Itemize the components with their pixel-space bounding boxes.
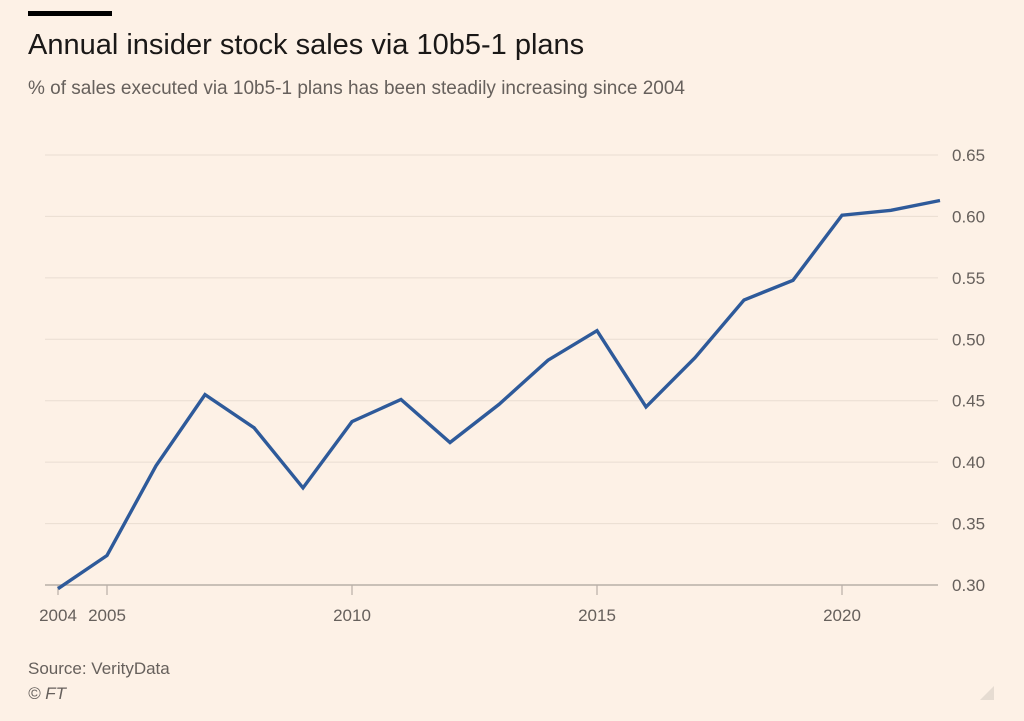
series [57,198,942,591]
chart-title: Annual insider stock sales via 10b5-1 pl… [28,29,585,61]
chart-subtitle: % of sales executed via 10b5-1 plans has… [28,78,685,99]
data-point [547,359,550,362]
data-point [106,554,109,557]
data-point [204,393,207,396]
data-point [743,298,746,301]
y-tick-label: 0.30 [952,576,985,595]
data-point [498,403,501,406]
y-tick-label: 0.55 [952,269,985,288]
data-point [253,426,256,429]
tick-labels: 0.30 0.35 0.40 0.45 0.50 0.55 0.60 0.65 2004 2005… [39,146,985,625]
gridlines [45,154,938,525]
x-tick-label: 2005 [88,606,126,625]
data-point [351,420,354,423]
data-point [400,398,403,401]
series-line [57,198,941,591]
resize-grip-icon[interactable] [979,685,995,701]
x-tick-label: 2010 [333,606,371,625]
data-point [645,405,648,408]
y-tick-label: 0.45 [952,392,985,411]
data-point [841,214,844,217]
data-point [155,464,158,467]
source-note: Source: VerityData [28,659,170,678]
brand-top-bar [28,11,112,16]
y-tick-label: 0.65 [952,146,985,165]
x-tick-label: 2020 [823,606,861,625]
data-point [302,486,305,489]
data-point [939,199,942,202]
y-tick-label: 0.50 [952,330,985,349]
axes [45,584,938,595]
y-tick-label: 0.40 [952,453,985,472]
x-tick-label: 2015 [578,606,616,625]
data-point [596,329,599,332]
data-point [890,209,893,212]
data-point [694,356,697,359]
data-point [792,279,795,282]
data-point [57,587,60,590]
data-point [449,441,452,444]
y-tick-label: 0.60 [952,207,985,226]
y-tick-label: 0.35 [952,515,985,534]
copyright-note: © FT [28,684,67,703]
x-tick-label: 2004 [39,606,77,625]
